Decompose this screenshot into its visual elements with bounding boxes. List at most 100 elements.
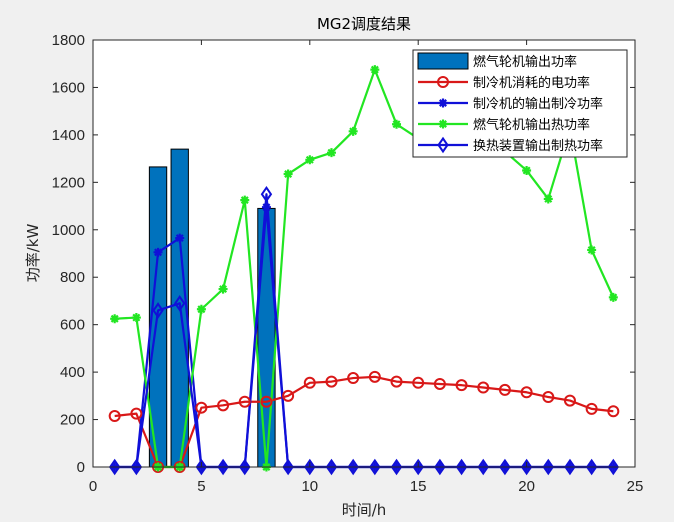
y-axis: 0 200 400 600 800 1000 1200 1400 1600 1800: [52, 32, 635, 476]
series-1-point-15: [412, 376, 425, 389]
series-4-point-16: [434, 458, 446, 476]
series-3-point-23: [587, 245, 597, 255]
y-tick-label-1200: 1200: [52, 174, 85, 191]
series-3-point-13: [370, 65, 380, 75]
series-line-3: [114, 68, 615, 469]
x-tick-label-25: 25: [627, 478, 644, 495]
series-3-point-24: [608, 292, 618, 302]
series-2-point-3: [153, 247, 163, 257]
series-4-point-1: [108, 458, 121, 476]
series-4-point-7: [239, 458, 251, 476]
series-1-point-1: [108, 409, 121, 422]
series-3-point-11: [326, 148, 336, 158]
legend-label-2: 制冷机的输出制冷功率: [473, 96, 603, 112]
series-1-point-12: [347, 372, 360, 385]
series-2-point-4: [175, 233, 185, 243]
y-tick-label-1400: 1400: [52, 127, 85, 144]
series-4-point-21: [542, 458, 554, 476]
legend-item-1: 制冷机消耗的电功率: [418, 75, 590, 91]
series-4-point-8: [260, 185, 273, 203]
y-axis-label: 功率/kW: [24, 224, 42, 283]
series-3-point-14: [392, 119, 402, 129]
series-4-point-22: [564, 458, 576, 476]
series-3-point-1: [110, 314, 120, 324]
series-1-point-10: [303, 376, 316, 389]
series-3-point-21: [543, 194, 553, 204]
series-3-point-12: [348, 126, 358, 136]
series-4-point-23: [585, 458, 598, 476]
series-1-point-23: [585, 402, 598, 415]
legend-item-0: 燃气轮机输出功率: [417, 52, 577, 70]
legend-marker-1: [437, 76, 449, 88]
x-axis-label: 时间/h: [342, 501, 387, 519]
series-3-point-7: [240, 195, 250, 205]
series-1-point-13: [368, 370, 381, 383]
series-4-point-15: [412, 458, 424, 476]
plot-frame: [92, 39, 636, 468]
series-3-point-10: [305, 155, 315, 165]
legend-marker-3: [438, 119, 448, 129]
series-1-point-8: [260, 395, 273, 408]
legend-swatch-0: [417, 52, 469, 70]
y-tick-label-0: 0: [77, 459, 85, 476]
series-1-point-21: [542, 391, 555, 404]
series-4-point-18: [477, 458, 489, 476]
series-1-point-20: [520, 386, 533, 399]
legend-item-3: 燃气轮机输出热功率: [418, 117, 590, 133]
series-4-point-5: [195, 458, 208, 476]
x-axis: 0 5 10 15 20 25: [89, 40, 644, 495]
bar-8: [257, 207, 276, 468]
legend: 燃气轮机输出功率制冷机消耗的电功率制冷机的输出制冷功率燃气轮机输出热功率换热装置…: [412, 49, 628, 158]
series-4-point-17: [455, 458, 468, 476]
series-1-point-14: [390, 375, 403, 388]
series-1-point-18: [477, 381, 490, 394]
y-tick-label-200: 200: [60, 412, 85, 429]
legend-marker-2: [438, 98, 448, 108]
series-4-point-3: [152, 302, 164, 319]
legend-label-1: 制冷机消耗的电功率: [473, 75, 590, 91]
y-tick-label-1000: 1000: [52, 222, 85, 239]
series-4-point-6: [217, 458, 229, 476]
series-4-point-9: [282, 458, 294, 476]
series-4-point-20: [520, 458, 533, 476]
series-1-point-5: [195, 401, 208, 414]
legend-item-2: 制冷机的输出制冷功率: [418, 96, 603, 112]
series-3-point-6: [218, 284, 228, 294]
x-tick-label-0: 0: [89, 478, 97, 495]
y-tick-label-600: 600: [60, 317, 85, 334]
chart-title: MG2调度结果: [317, 15, 411, 33]
series-4-point-4: [174, 295, 186, 312]
legend-label-0: 燃气轮机输出功率: [473, 54, 577, 70]
series-3-point-2: [131, 313, 141, 323]
series-3-point-20: [522, 165, 532, 175]
x-tick-label-20: 20: [518, 478, 535, 495]
series-1-point-11: [325, 375, 338, 388]
y-tick-label-800: 800: [60, 269, 85, 286]
series-1-point-19: [498, 383, 511, 396]
x-tick-label-5: 5: [197, 478, 205, 495]
series-1-point-2: [130, 407, 143, 420]
legend-label-4: 换热装置输出制热功率: [473, 138, 603, 154]
series-4-point-11: [325, 458, 338, 476]
series-1-point-16: [433, 377, 446, 390]
series-3-point-5: [196, 304, 206, 314]
series-2-point-8: [261, 202, 271, 212]
series-4-point-14: [390, 458, 403, 476]
series-1-point-7: [238, 395, 251, 408]
series-1-point-17: [455, 379, 468, 392]
series-4-point-13: [369, 458, 381, 476]
series-1-point-9: [282, 389, 295, 402]
series-4-point-19: [499, 458, 511, 476]
series-4-point-24: [607, 458, 620, 476]
series-1-point-22: [563, 394, 576, 407]
series-4-point-12: [347, 458, 359, 476]
legend-item-4: 换热装置输出制热功率: [418, 136, 603, 154]
series-4-point-2: [130, 458, 143, 476]
x-tick-label-10: 10: [301, 478, 318, 495]
legend-label-3: 燃气轮机输出热功率: [473, 117, 590, 133]
y-tick-label-1800: 1800: [52, 32, 85, 49]
series-1-point-24: [607, 405, 620, 418]
y-tick-label-1600: 1600: [52, 79, 85, 96]
y-tick-label-400: 400: [60, 364, 85, 381]
